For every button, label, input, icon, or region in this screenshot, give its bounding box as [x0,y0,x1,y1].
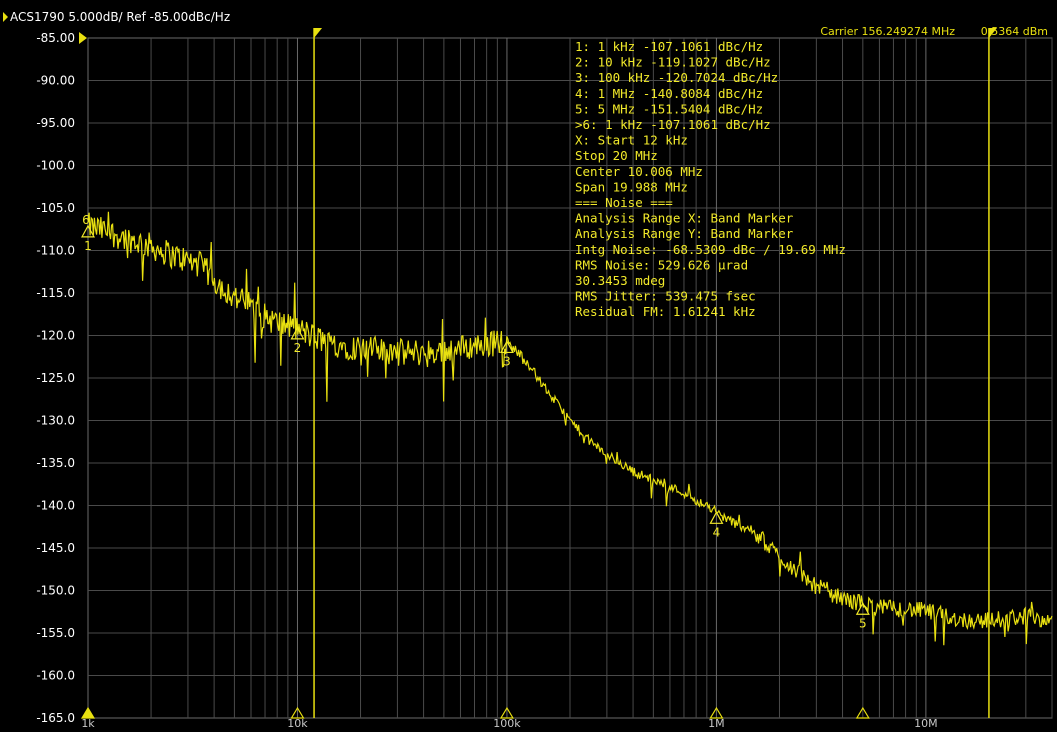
marker-table-line: X: Start 12 kHz [575,133,688,148]
marker-table-line: Analysis Range Y: Band Marker [575,226,794,241]
ref-level-arrow-icon[interactable] [79,32,87,44]
bottom-marker-icon[interactable] [290,706,305,719]
marker-3[interactable]: 3 [499,340,514,368]
marker-table-line: 3: 100 kHz -120.7024 dBc/Hz [575,70,778,85]
noise-trace [87,211,1053,646]
y-axis-ticks: -85.00 -90.00 -95.00 -100.0 -105.0 -110.0 -115… [36,31,75,725]
marker-label: 4 [713,525,721,539]
marker-label: 2 [294,341,302,355]
x-axis-ticks: 1k 10k 100k 1M 10M [81,717,937,730]
bottom-marker-icon[interactable] [80,706,96,719]
band-markers[interactable] [313,28,997,718]
y-tick-label: -85.00 [36,31,75,45]
marker-label: 3 [503,354,511,368]
marker-5[interactable]: 5 [855,601,870,630]
marker-1[interactable]: 1 [80,224,96,253]
bottom-marker-icon[interactable] [855,706,870,719]
power-readout: 0.5364 dBm [981,25,1048,38]
x-tick-label: 10M [914,717,938,730]
bottom-marker-icon[interactable] [709,706,724,719]
y-tick-label: -105.0 [36,201,75,215]
marker-table-line: 1: 1 kHz -107.1061 dBc/Hz [575,39,763,54]
marker-label: 6 [82,213,90,227]
marker-table-line: === Noise === [575,195,673,210]
marker-table-line: 4: 1 MHz -140.8084 dBc/Hz [575,86,763,101]
marker-4[interactable]: 4 [709,511,724,539]
grid [87,37,1053,719]
carrier-readout: Carrier 156.249274 MHz [820,25,955,38]
x-tick-label: 1k [81,717,95,730]
marker-table: 1: 1 kHz -107.1061 dBc/Hz2: 10 kHz -119.… [575,39,846,319]
marker-table-line: >6: 1 kHz -107.1061 dBc/Hz [575,117,771,132]
y-tick-label: -90.00 [36,74,75,88]
marker-table-line: 2: 10 kHz -119.1027 dBc/Hz [575,55,771,70]
marker-label: 1 [84,239,92,253]
y-tick-label: -130.0 [36,414,75,428]
y-tick-label: -150.0 [36,584,75,598]
y-tick-label: -125.0 [36,371,75,385]
y-tick-label: -100.0 [36,159,75,173]
trace-markers[interactable]: 1 2 3 4 5 6 [80,213,870,719]
marker-triangle-icon [80,224,96,238]
marker-label: 5 [859,616,867,630]
marker-table-line: Stop 20 MHz [575,148,658,163]
y-tick-label: -140.0 [36,499,75,513]
band-marker-flag-icon[interactable] [988,28,997,38]
y-tick-label: -155.0 [36,626,75,640]
y-tick-label: -145.0 [36,541,75,555]
trace-indicator-icon [3,12,8,22]
bottom-marker-icon[interactable] [499,706,515,719]
y-tick-label: -165.0 [36,711,75,725]
y-tick-label: -110.0 [36,244,75,258]
marker-table-line: Span 19.988 MHz [575,179,688,194]
marker-table-line: 5: 5 MHz -151.5404 dBc/Hz [575,101,763,116]
y-tick-label: -120.0 [36,329,75,343]
marker-table-line: Intg Noise: -68.5309 dBc / 19.69 MHz [575,242,846,257]
band-marker-flag-icon[interactable] [314,28,323,38]
marker-table-line: RMS Jitter: 539.475 fsec [575,289,756,304]
y-tick-label: -135.0 [36,456,75,470]
marker-triangle-icon [855,601,870,615]
marker-triangle-icon [709,511,724,524]
y-tick-label: -95.00 [36,116,75,130]
marker-table-line: Analysis Range X: Band Marker [575,211,794,226]
marker-table-line: RMS Noise: 529.626 µrad [575,257,748,272]
y-tick-label: -160.0 [36,669,75,683]
marker-6[interactable]: 6 [82,213,90,227]
trace-label: ACS1790 5.000dB/ Ref -85.00dBc/Hz [10,10,230,24]
x-tick-label: 1M [708,717,725,730]
marker-2[interactable]: 2 [290,326,305,355]
marker-table-line: Residual FM: 1.61241 kHz [575,304,756,319]
marker-triangle-icon [290,326,305,340]
marker-table-line: Center 10.006 MHz [575,164,703,179]
x-tick-label: 100k [493,717,521,730]
x-tick-label: 10k [287,717,308,730]
marker-triangle-icon [499,340,514,354]
y-tick-label: -115.0 [36,286,75,300]
marker-table-line: 30.3453 mdeg [575,273,665,288]
